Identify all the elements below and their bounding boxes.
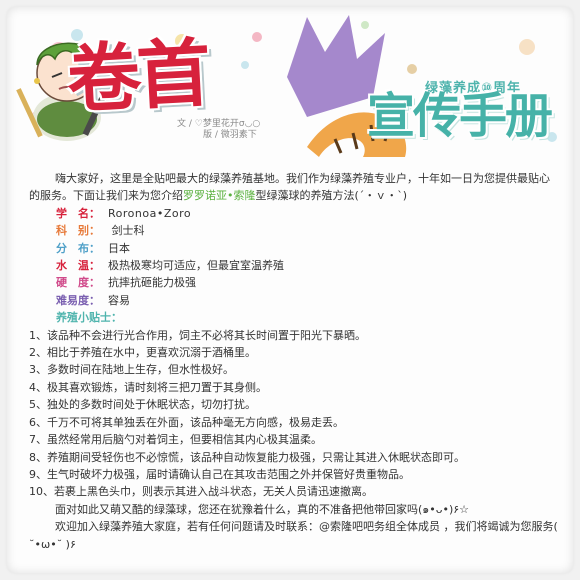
header-banner: 卷首 文 / ♡梦里花开σ◡○ 版 / 微羽素下 绿藻养成⑩周年 宣传手册 — [7, 7, 573, 157]
field-value-name: Roronoa•Zoro — [108, 206, 192, 220]
list-item: 1、该品种不会进行光合作用，饲主不必将其长时间置于阳光下暴晒。 — [29, 328, 366, 342]
field-label-distribution: 分 布： — [56, 241, 100, 255]
list-item: 9、生气时破坏力极强，届时请确认自己在其攻击范围之外并保管好贵重物品。 — [29, 467, 410, 481]
field-label-water-temp: 水 温： — [56, 259, 100, 273]
subtitle-anniversary: 绿藻养成⑩周年 — [425, 81, 522, 96]
field-row: 水 温： 极热极寒均可适应，但最宜室温养殖 — [29, 257, 559, 274]
article-body: 嗨大家好，这里是全贴吧最大的绿藻养殖基地。我们作为绿藻养殖专业户，十年如一日为您… — [29, 170, 559, 553]
profile-fields: 学 名： Roronoa•Zoro 科 别： 剑士科 分 布： 日本 水 温： 极热极… — [29, 205, 559, 309]
field-label-difficulty: 难易度： — [56, 293, 100, 307]
credit-block: 文 / ♡梦里花开σ◡○ 版 / 微羽素下 — [177, 119, 260, 141]
page-frame: 卷首 文 / ♡梦里花开σ◡○ 版 / 微羽素下 绿藻养成⑩周年 宣传手册 嗨大… — [7, 7, 573, 573]
list-item: 8、养殖期间受轻伤也不必惊慌，该品种自动恢复能力极强，只需让其进入休眠状态即可。 — [29, 450, 465, 464]
credit-layout: 版 / 微羽素下 — [203, 130, 257, 140]
list-item: 4、极其喜欢锻炼，请时刻将三把刀置于其身侧。 — [29, 380, 267, 394]
field-value-distribution: 日本 — [108, 241, 130, 255]
list-item: 10、若裹上黑色头巾，则表示其进入战斗状态，无关人员请迅速撤离。 — [29, 485, 373, 499]
field-label-hardness: 硬 度： — [56, 276, 100, 290]
intro-paragraph: 嗨大家好，这里是全贴吧最大的绿藻养殖基地。我们作为绿藻养殖专业户，十年如一日为您… — [29, 170, 559, 205]
field-value-difficulty: 容易 — [108, 293, 130, 307]
list-item: 7、虽然经常用后脑勺对着饲主，但要相信其内心极其温柔。 — [29, 433, 322, 447]
tips-title: 养殖小贴士： — [56, 311, 122, 325]
field-label-family: 科 别： — [56, 224, 100, 238]
credit-text: 文 / ♡梦里花开σ◡○ — [177, 119, 261, 129]
closing-paragraph-1: 面对如此又萌又酷的绿藻球，您还在犹豫着什么，真的不准备把他带回家吗(๑•ᴗ•)۶… — [55, 502, 470, 516]
title-main: 卷首 — [64, 30, 210, 124]
field-row: 科 别： 剑士科 — [29, 222, 559, 239]
field-value-family: 剑士科 — [108, 224, 145, 238]
zoro-chibi-illustration — [16, 42, 114, 141]
highlight-name: 罗罗诺亚•索隆 — [183, 189, 256, 203]
field-row: 分 布： 日本 — [29, 240, 559, 257]
list-item: 3、多数时间在陆地上生存，但水性极好。 — [29, 363, 234, 377]
field-row: 学 名： Roronoa•Zoro — [29, 205, 559, 222]
field-value-hardness: 抗摔抗砸能力极强 — [108, 276, 196, 290]
field-row: 难易度： 容易 — [29, 292, 559, 309]
field-row: 硬 度： 抗摔抗砸能力极强 — [29, 274, 559, 291]
list-item: 6、千万不可将其单独丢在外面，该品种毫无方向感，极易走丢。 — [29, 415, 344, 429]
field-value-water-temp: 极热极寒均可适应，但最宜室温养殖 — [108, 259, 284, 273]
tips-list: 1、该品种不会进行光合作用，饲主不必将其长时间置于阳光下暴晒。 2、相比于养殖在… — [29, 327, 559, 501]
intro-start: 嗨大家好，这里是全贴吧最大的绿藻养殖基地。我们作为绿藻养殖专业户，十年如一日为您… — [29, 172, 550, 203]
field-label-name: 学 名： — [56, 206, 100, 220]
intro-end: 型绿藻球的养殖方法(´・ｖ・`) — [255, 189, 408, 203]
subtitle-handbook: 宣传手册 — [367, 88, 553, 144]
list-item: 2、相比于养殖在水中，更喜欢沉溺于酒桶里。 — [29, 346, 256, 360]
list-item: 5、独处的多数时间处于休眠状态，切勿打扰。 — [29, 398, 256, 412]
closing-paragraph-2: 欢迎加入绿藻养殖大家庭，若有任何问题请及时联系：@索隆吧吧务组全体成员 ，我们将… — [29, 520, 558, 551]
